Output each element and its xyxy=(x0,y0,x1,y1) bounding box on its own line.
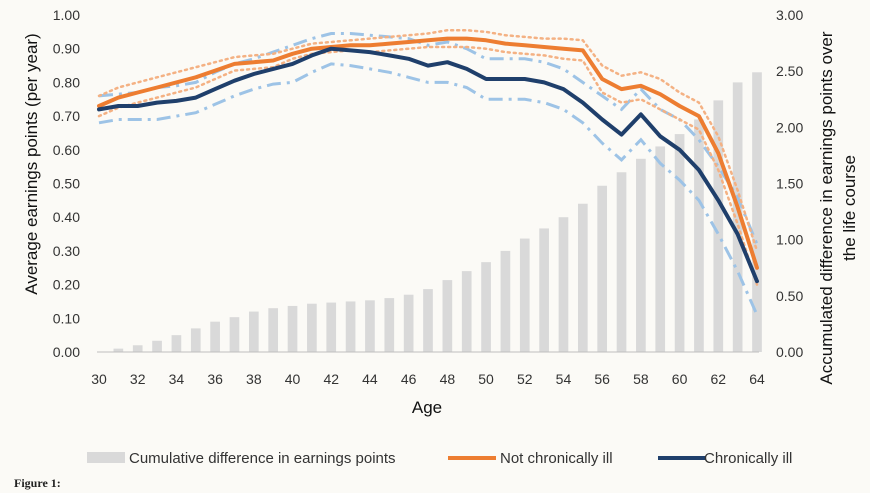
bar xyxy=(268,308,279,352)
bar xyxy=(655,146,666,352)
x-tick-label: 44 xyxy=(362,371,378,387)
legend-label-ill: Chronically ill xyxy=(704,450,792,467)
bar xyxy=(539,228,549,352)
x-tick-label: 32 xyxy=(130,371,146,387)
bar xyxy=(326,302,337,352)
bar xyxy=(577,203,588,352)
bar xyxy=(442,280,453,352)
y-right-tick-label: 2.50 xyxy=(776,63,803,79)
legend-label-bars: Cumulative difference in earnings points xyxy=(129,450,396,467)
chronically-ill-line xyxy=(97,46,759,284)
y-left-tick-label: 0.40 xyxy=(53,209,80,225)
y-left-ticks: 0.00 0.10 0.20 0.30 0.40 0.50 0.60 0.70 0.80 0.90… xyxy=(53,7,80,360)
x-tick-label: 42 xyxy=(323,371,339,387)
y-left-tick-label: 0.60 xyxy=(53,142,80,158)
bar xyxy=(558,217,569,352)
chronically-ill-ci-lower xyxy=(98,62,759,316)
x-tick-label: 40 xyxy=(285,371,301,387)
x-axis-title: Age xyxy=(412,398,442,417)
not-chronically-ill-line xyxy=(97,36,759,270)
bar xyxy=(636,158,646,352)
x-tick-label: 38 xyxy=(246,371,262,387)
bar xyxy=(365,300,375,352)
line-series xyxy=(97,28,759,316)
x-tick-label: 46 xyxy=(401,371,417,387)
y-left-tick-label: 0.70 xyxy=(53,108,80,124)
bar xyxy=(152,340,162,352)
bar xyxy=(384,298,395,352)
y-left-tick-label: 0.20 xyxy=(53,277,80,293)
bar xyxy=(248,311,259,352)
bar xyxy=(694,119,704,352)
bar xyxy=(132,345,143,352)
bar xyxy=(287,305,298,352)
y-right-tick-label: 2.00 xyxy=(776,119,803,135)
bar xyxy=(519,238,530,352)
x-tick-label: 64 xyxy=(749,371,765,387)
chronically-ill-ci-upper xyxy=(98,32,759,245)
y-left-tick-label: 0.90 xyxy=(53,41,80,57)
x-ticks: 30 32 34 36 38 40 42 44 46 48 50 52 54 56 58 60 62 64 xyxy=(91,371,765,387)
y-right-tick-label: 3.00 xyxy=(776,7,803,23)
bar xyxy=(210,321,220,352)
x-tick-label: 54 xyxy=(556,371,572,387)
bar xyxy=(423,289,433,352)
y-left-tick-label: 0.50 xyxy=(53,176,80,192)
x-tick-label: 62 xyxy=(711,371,727,387)
y-right-ticks: 0.00 0.50 1.00 1.50 2.00 2.50 3.00 xyxy=(776,7,803,360)
x-tick-label: 60 xyxy=(672,371,688,387)
y-left-tick-label: 1.00 xyxy=(53,7,80,23)
bar xyxy=(307,303,317,352)
bar-series xyxy=(97,72,762,353)
y-right-axis-title-line1: Accumulated difference in earnings point… xyxy=(817,31,836,384)
bar xyxy=(113,348,124,352)
bar xyxy=(597,185,608,352)
legend: Cumulative difference in earnings points… xyxy=(87,450,792,467)
x-tick-label: 36 xyxy=(207,371,223,387)
x-tick-label: 50 xyxy=(478,371,494,387)
bar xyxy=(713,100,724,352)
bar xyxy=(481,262,491,352)
y-right-tick-label: 1.50 xyxy=(776,176,803,192)
y-left-tick-label: 0.00 xyxy=(53,344,80,360)
bar xyxy=(674,134,685,352)
y-right-axis-title-line2: the life course xyxy=(840,155,859,261)
not-ill-ci-lower xyxy=(97,45,759,286)
x-tick-label: 30 xyxy=(91,371,107,387)
bar xyxy=(500,250,511,352)
x-tick-label: 48 xyxy=(440,371,456,387)
not-ill-ci-upper xyxy=(97,28,759,253)
x-tick-label: 34 xyxy=(169,371,185,387)
bar xyxy=(732,82,743,353)
bar xyxy=(403,294,414,352)
y-right-tick-label: 1.00 xyxy=(776,232,803,248)
figure-caption: Figure 1: xyxy=(14,476,61,490)
bar xyxy=(752,72,762,352)
y-left-tick-label: 0.80 xyxy=(53,74,80,90)
legend-swatch-bars xyxy=(87,452,125,463)
y-left-tick-label: 0.10 xyxy=(53,310,80,326)
bar xyxy=(171,335,182,352)
bar xyxy=(229,317,240,352)
y-right-tick-label: 0.50 xyxy=(776,288,803,304)
x-tick-label: 56 xyxy=(594,371,610,387)
bar xyxy=(461,271,472,352)
y-left-tick-label: 0.30 xyxy=(53,243,80,259)
y-right-tick-label: 0.00 xyxy=(776,344,803,360)
x-tick-label: 52 xyxy=(517,371,533,387)
x-tick-label: 58 xyxy=(633,371,649,387)
bar xyxy=(345,301,356,352)
bar xyxy=(616,172,627,352)
bar xyxy=(190,328,201,352)
legend-label-not-ill: Not chronically ill xyxy=(500,450,613,467)
y-left-axis-title: Average earnings points (per year) xyxy=(22,33,41,294)
